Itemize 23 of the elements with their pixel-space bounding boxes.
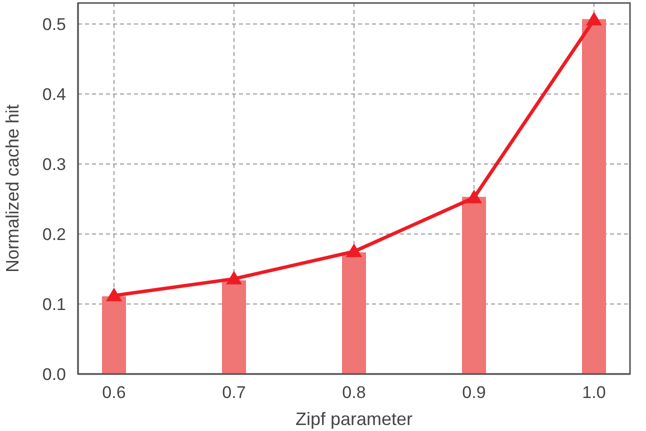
x-tick-label: 0.6 <box>102 383 126 402</box>
y-tick-label: 0.0 <box>42 365 66 384</box>
bar <box>222 280 246 374</box>
y-tick-label: 0.1 <box>42 295 66 314</box>
y-tick-label: 0.2 <box>42 225 66 244</box>
point <box>226 270 242 284</box>
y-tick-label: 0.5 <box>42 15 66 34</box>
y-axis-title: Normalized cache hit <box>2 104 22 273</box>
x-axis-title: Zipf parameter <box>295 409 413 429</box>
x-tick-label: 0.8 <box>342 383 366 402</box>
y-tick-label: 0.3 <box>42 155 66 174</box>
y-tick-label: 0.4 <box>42 85 66 104</box>
bar <box>462 196 486 374</box>
bar <box>102 296 126 374</box>
point <box>346 244 362 258</box>
point <box>466 190 482 204</box>
x-tick-label: 1.0 <box>582 383 606 402</box>
x-tick-label: 0.9 <box>462 383 486 402</box>
bar <box>342 252 366 374</box>
point <box>106 288 122 302</box>
x-tick-label: 0.7 <box>222 383 246 402</box>
bar <box>582 19 606 374</box>
point <box>586 12 602 26</box>
